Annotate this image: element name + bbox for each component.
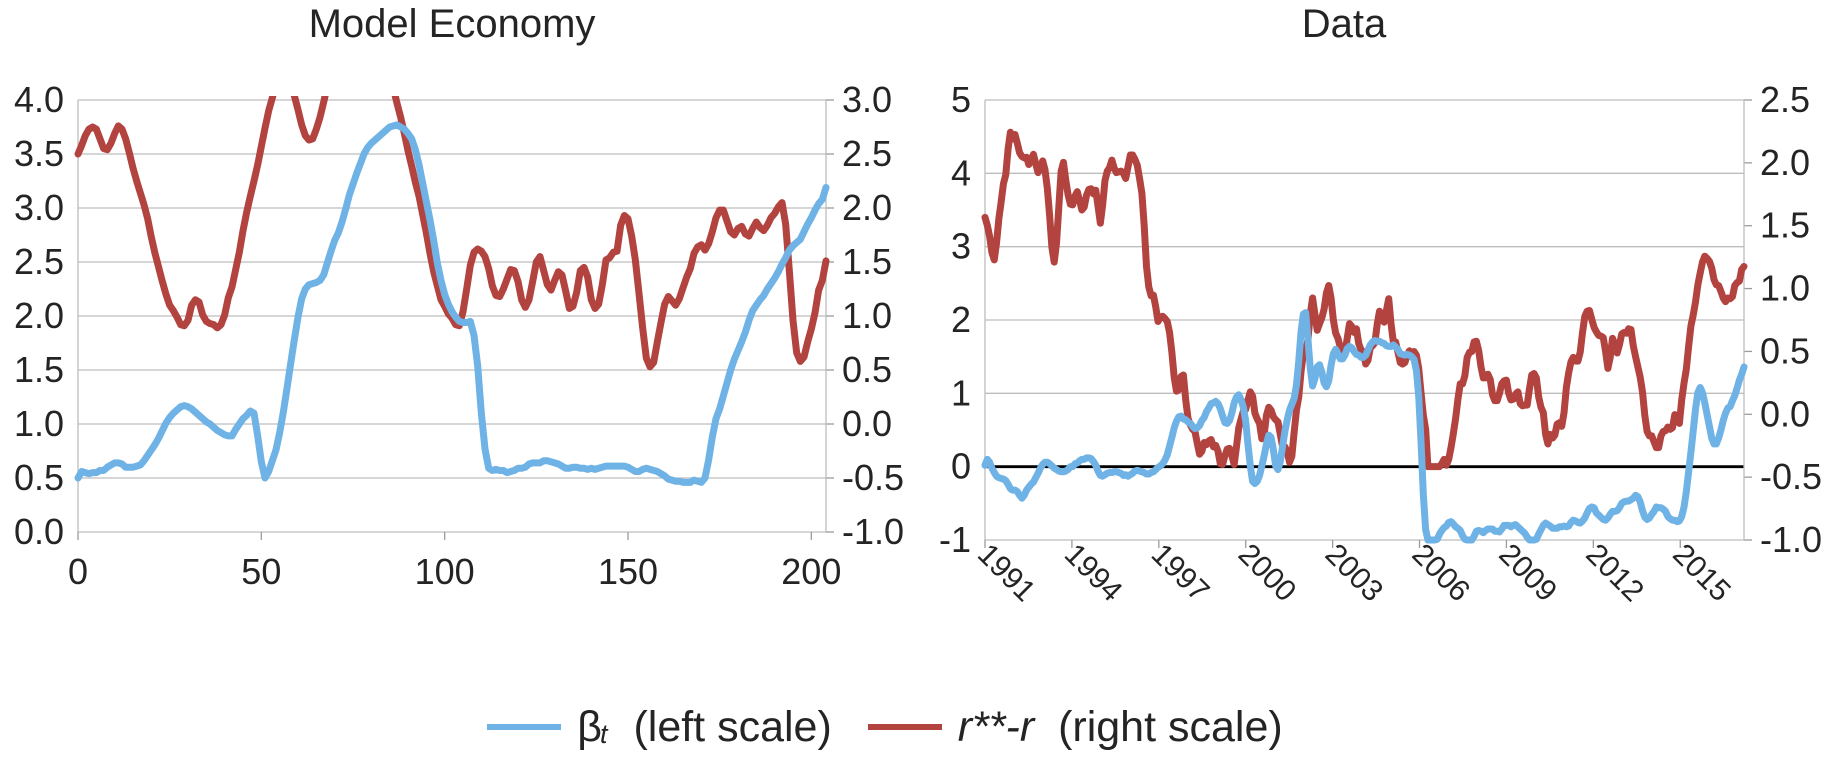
svg-text:2009: 2009 <box>1492 538 1563 609</box>
svg-text:1994: 1994 <box>1058 538 1129 609</box>
svg-text:2000: 2000 <box>1232 538 1303 609</box>
svg-text:150: 150 <box>598 551 658 592</box>
svg-text:1.0: 1.0 <box>842 295 892 336</box>
svg-text:1.5: 1.5 <box>14 349 64 390</box>
svg-text:3.0: 3.0 <box>842 79 892 120</box>
svg-text:0.0: 0.0 <box>842 403 892 444</box>
svg-text:4: 4 <box>951 152 971 193</box>
svg-text:2.0: 2.0 <box>842 187 892 228</box>
svg-text:0.0: 0.0 <box>14 511 64 552</box>
svg-text:1.5: 1.5 <box>842 241 892 282</box>
svg-text:1.0: 1.0 <box>1760 268 1810 309</box>
svg-text:-0.5: -0.5 <box>842 457 904 498</box>
svg-text:0: 0 <box>951 446 971 487</box>
svg-text:100: 100 <box>415 551 475 592</box>
svg-text:5: 5 <box>951 79 971 120</box>
svg-text:4.0: 4.0 <box>14 79 64 120</box>
svg-text:2.5: 2.5 <box>1760 79 1810 120</box>
svg-text:-0.5: -0.5 <box>1760 456 1822 497</box>
svg-text:2.0: 2.0 <box>14 295 64 336</box>
svg-text:1991: 1991 <box>971 538 1042 609</box>
svg-text:2003: 2003 <box>1319 538 1390 609</box>
svg-text:0.5: 0.5 <box>14 457 64 498</box>
svg-text:2015: 2015 <box>1666 538 1737 609</box>
svg-text:1.0: 1.0 <box>14 403 64 444</box>
svg-text:0: 0 <box>68 551 88 592</box>
svg-text:0.5: 0.5 <box>1760 330 1810 371</box>
svg-text:-1: -1 <box>939 519 971 560</box>
svg-text:1997: 1997 <box>1145 538 1216 609</box>
svg-text:1: 1 <box>951 372 971 413</box>
svg-text:3.5: 3.5 <box>14 133 64 174</box>
svg-text:2.5: 2.5 <box>842 133 892 174</box>
svg-text:50: 50 <box>241 551 281 592</box>
svg-text:3: 3 <box>951 226 971 267</box>
svg-text:-1.0: -1.0 <box>1760 519 1822 560</box>
svg-text:0.0: 0.0 <box>1760 393 1810 434</box>
svg-text:2: 2 <box>951 299 971 340</box>
svg-text:1.5: 1.5 <box>1760 205 1810 246</box>
svg-text:2.0: 2.0 <box>1760 142 1810 183</box>
svg-text:-1.0: -1.0 <box>842 511 904 552</box>
svg-text:2006: 2006 <box>1406 538 1477 609</box>
svg-text:0.5: 0.5 <box>842 349 892 390</box>
svg-text:2.5: 2.5 <box>14 241 64 282</box>
svg-text:2012: 2012 <box>1579 538 1650 609</box>
svg-text:3.0: 3.0 <box>14 187 64 228</box>
svg-text:200: 200 <box>781 551 841 592</box>
